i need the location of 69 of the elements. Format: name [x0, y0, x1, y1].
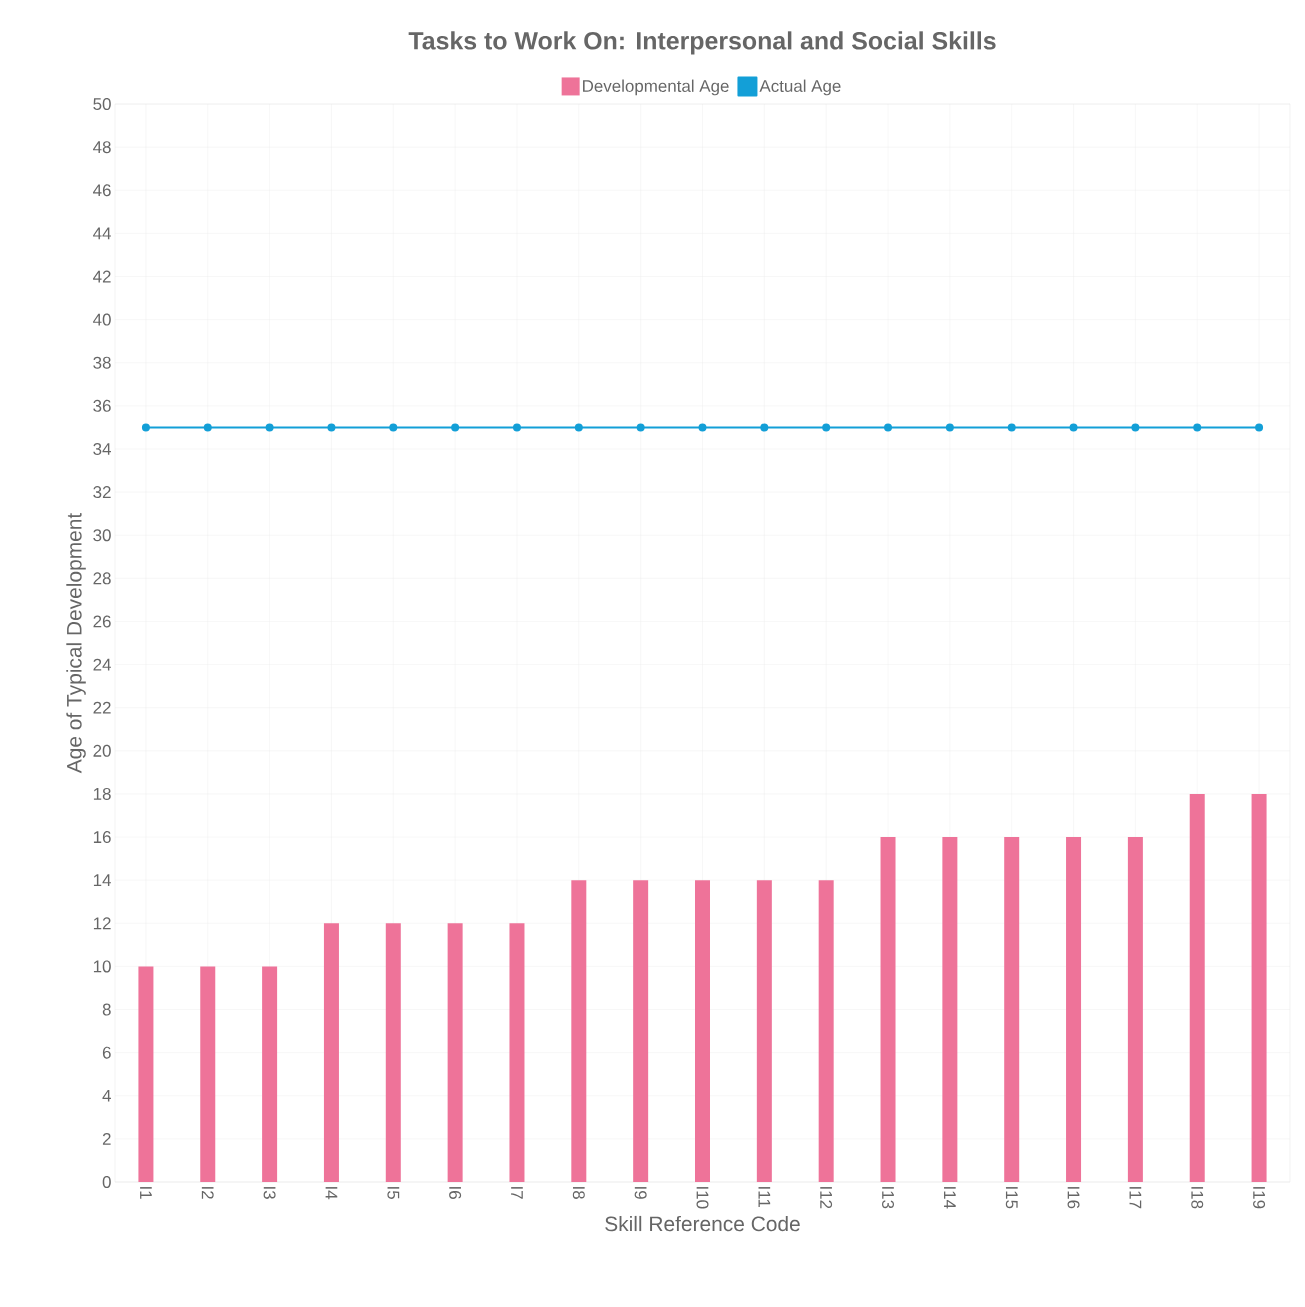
bar [1004, 837, 1020, 1182]
y-tick-label: 50 [93, 98, 111, 111]
x-tick-label: I17 [1129, 1187, 1142, 1209]
bar [633, 880, 649, 1182]
bar [509, 923, 525, 1182]
y-tick-label: 44 [93, 227, 111, 240]
bar [880, 837, 896, 1182]
y-tick-label: 38 [93, 356, 111, 369]
x-tick-label: I15 [1005, 1187, 1018, 1209]
bar [1251, 793, 1267, 1182]
x-tick-label: I9 [634, 1187, 647, 1199]
x-tick-label: I3 [263, 1187, 276, 1199]
y-tick-label: 10 [93, 960, 111, 973]
y-tick-label: 40 [93, 313, 111, 326]
y-axis-title: Age of Typical Development [66, 512, 86, 774]
x-tick-label: I2 [201, 1187, 214, 1199]
bar [571, 880, 587, 1182]
y-tick-label: 4 [102, 1089, 111, 1102]
y-tick-label: 32 [93, 486, 111, 499]
y-tick-label: 6 [102, 1046, 111, 1059]
bar [695, 880, 710, 1182]
x-tick-label: I14 [944, 1187, 956, 1209]
y-tick-label: 46 [93, 184, 111, 197]
x-tick-label: I11 [758, 1187, 771, 1207]
bar [200, 966, 216, 1182]
y-tick-label: 22 [93, 701, 111, 714]
chart-title: Tasks to Work On: Interpersonal and Social Skills [408, 31, 996, 55]
y-tick-label: 18 [93, 787, 111, 800]
x-tick-label: I7 [511, 1187, 523, 1199]
bar [1127, 837, 1143, 1182]
bar [942, 837, 958, 1182]
x-tick-label: I19 [1253, 1187, 1266, 1209]
y-tick-label: 28 [93, 572, 111, 585]
bar [1066, 837, 1082, 1182]
y-tick-label: 12 [93, 917, 111, 930]
x-tick-label: I10 [696, 1187, 709, 1209]
bar [756, 880, 772, 1182]
y-tick-label: 2 [102, 1132, 111, 1145]
legend-label: Developmental Age [583, 79, 729, 96]
bar [138, 966, 154, 1182]
x-tick-label: I6 [449, 1187, 462, 1199]
y-tick-label: 48 [93, 141, 111, 154]
y-tick-label: 34 [93, 442, 111, 455]
x-tick-label: I4 [325, 1187, 338, 1200]
y-tick-label: 0 [102, 1176, 111, 1188]
bar [1189, 793, 1205, 1182]
x-tick-label: I8 [572, 1187, 585, 1199]
y-tick-label: 26 [93, 615, 111, 628]
x-tick-label: I18 [1191, 1187, 1204, 1209]
x-tick-label: I13 [882, 1187, 895, 1209]
y-tick-label: 14 [93, 874, 111, 886]
y-tick-label: 20 [93, 744, 111, 757]
x-axis-title: Skill Reference Code [605, 1215, 800, 1232]
bar [323, 923, 339, 1182]
bar [818, 880, 834, 1182]
x-tick-label: I12 [820, 1187, 833, 1209]
y-tick-label: 8 [102, 1003, 111, 1016]
x-tick-label: I16 [1067, 1187, 1080, 1209]
y-tick-label: 36 [93, 399, 111, 412]
bar [447, 923, 463, 1182]
y-tick-label: 24 [93, 658, 111, 671]
x-tick-label: I1 [140, 1187, 152, 1199]
bar [385, 923, 401, 1182]
legend-label: Actual Age [759, 79, 841, 96]
x-tick-label: I5 [387, 1187, 400, 1199]
y-tick-label: 16 [93, 831, 111, 844]
y-tick-label: 42 [93, 270, 111, 283]
y-tick-label: 30 [93, 529, 111, 542]
bar [262, 966, 278, 1182]
